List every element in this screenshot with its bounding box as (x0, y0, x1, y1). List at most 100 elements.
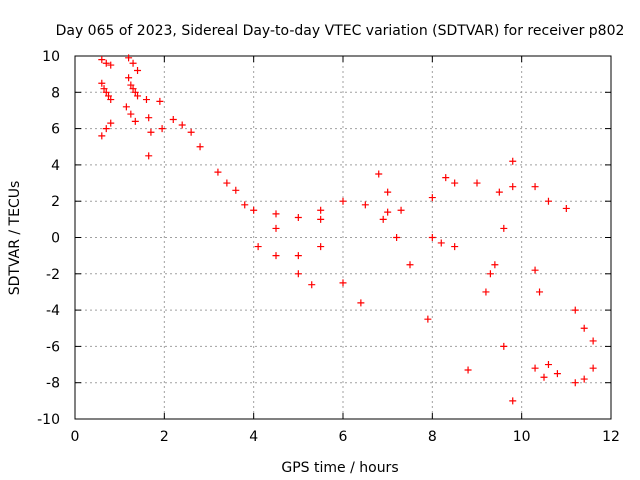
data-point (486, 270, 494, 278)
data-point (272, 210, 280, 218)
data-point (129, 59, 137, 67)
data-point (589, 364, 597, 372)
data-point (178, 121, 186, 129)
data-point (107, 96, 115, 104)
data-point (464, 366, 472, 374)
data-point (437, 239, 445, 247)
data-point (406, 261, 414, 269)
data-point (473, 179, 481, 187)
data-point (482, 288, 490, 296)
data-point (544, 197, 552, 205)
data-point (98, 132, 106, 140)
plot-frame (74, 55, 612, 420)
data-point (509, 157, 517, 165)
data-point (308, 281, 316, 289)
data-point (131, 88, 139, 96)
data-point (393, 234, 401, 241)
data-point (294, 270, 302, 278)
y-tick-label: 0 (51, 231, 60, 247)
data-point (571, 306, 579, 314)
data-point (250, 206, 258, 214)
data-point (145, 152, 153, 160)
data-point (553, 370, 561, 378)
data-point (232, 186, 240, 194)
y-tick-label: -4 (46, 303, 60, 319)
data-point (451, 243, 459, 251)
data-point (424, 315, 432, 323)
data-point (169, 116, 177, 124)
data-point (562, 204, 570, 212)
data-point (125, 54, 133, 62)
data-point (127, 81, 135, 89)
data-point (361, 201, 369, 209)
data-point (317, 243, 325, 251)
y-tick-label: 4 (51, 158, 60, 174)
data-point (379, 215, 387, 223)
data-point (131, 117, 139, 125)
data-point (375, 170, 383, 178)
y-tick-label: -6 (46, 339, 60, 355)
data-point (357, 299, 365, 307)
data-point (107, 61, 115, 69)
data-point (223, 179, 231, 187)
data-point (531, 364, 539, 372)
data-point (500, 224, 508, 232)
x-tick-label: 0 (71, 429, 80, 445)
data-point (491, 261, 499, 269)
data-point (98, 56, 106, 64)
data-point (102, 125, 110, 133)
data-point (397, 206, 405, 214)
y-tick-label: 10 (42, 49, 60, 65)
data-point (500, 342, 508, 350)
data-point (102, 88, 110, 96)
x-tick-label: 4 (249, 429, 258, 445)
data-point (531, 266, 539, 274)
axis-ticks (74, 55, 612, 420)
data-point (509, 397, 517, 405)
data-point (339, 279, 347, 287)
data-point (531, 183, 539, 191)
data-point (495, 188, 503, 196)
data-point (254, 243, 262, 251)
data-point (317, 215, 325, 223)
data-point (122, 103, 130, 111)
data-point (384, 208, 392, 216)
data-point (544, 361, 552, 369)
x-axis-label: GPS time / hours (281, 460, 398, 476)
data-point (147, 128, 155, 136)
data-point (102, 59, 110, 67)
data-point (294, 214, 302, 222)
data-point (317, 206, 325, 214)
x-tick-label: 6 (339, 429, 348, 445)
data-point (125, 74, 133, 82)
data-point (158, 125, 166, 133)
y-tick-label: 6 (51, 122, 60, 138)
x-tick-label: 2 (160, 429, 169, 445)
data-point (580, 324, 588, 332)
data-point (214, 168, 222, 176)
data-point (187, 128, 195, 136)
axis-tick-labels: 0 2 4 6 8 10 12 -10 -8 -6 -4 -2 0 2 4 6 8 10 (37, 49, 620, 445)
y-tick-label: -2 (46, 267, 60, 283)
data-points (98, 54, 597, 405)
y-tick-label: -8 (46, 376, 60, 392)
data-point (339, 197, 347, 205)
data-point (509, 183, 517, 191)
y-tick-label: 8 (51, 85, 60, 101)
x-tick-label: 10 (513, 429, 531, 445)
data-point (580, 375, 588, 383)
data-point (571, 379, 579, 387)
data-point (145, 114, 153, 122)
data-point (134, 92, 142, 100)
data-point (589, 337, 597, 345)
data-point (241, 201, 249, 209)
data-point (129, 85, 137, 93)
data-point (428, 234, 436, 241)
grid (75, 56, 611, 419)
y-tick-label: -10 (37, 412, 60, 428)
x-tick-label: 8 (428, 429, 437, 445)
data-point (107, 119, 115, 127)
y-tick-label: 2 (51, 194, 60, 210)
data-point (451, 179, 459, 187)
